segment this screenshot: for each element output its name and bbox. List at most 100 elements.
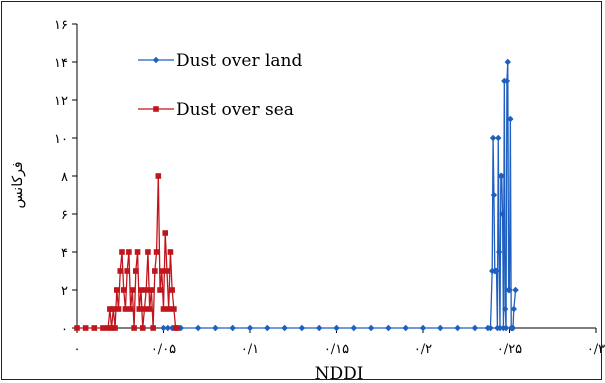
data-point — [152, 268, 158, 274]
data-point — [157, 287, 163, 293]
data-point — [171, 306, 177, 312]
data-point — [133, 268, 139, 274]
data-point — [122, 306, 129, 312]
data-point — [141, 306, 148, 312]
data-point — [165, 306, 172, 312]
data-point — [82, 325, 89, 331]
data-point — [498, 172, 505, 180]
data-point — [129, 287, 136, 293]
data-point — [143, 287, 149, 293]
data-point — [367, 324, 375, 332]
data-point — [127, 306, 134, 312]
data-point — [136, 306, 143, 312]
x-tick-label: ۰/۳ — [587, 342, 605, 357]
data-point — [153, 106, 159, 112]
data-point — [512, 286, 519, 294]
data-point — [164, 268, 170, 274]
legend-label: Dust over land — [176, 51, 302, 71]
data-point — [493, 267, 500, 275]
data-point — [437, 324, 444, 332]
data-point — [495, 134, 502, 142]
y-tick-label: ۶ — [61, 208, 68, 223]
data-point — [162, 230, 169, 236]
data-point — [160, 324, 167, 332]
legend-item: Dust over land — [138, 51, 302, 71]
data-point — [74, 325, 80, 331]
series-layer — [74, 58, 519, 332]
data-point — [212, 324, 219, 332]
legend-label: Dust over sea — [176, 100, 294, 120]
data-point — [113, 287, 120, 293]
series-diamond — [160, 58, 519, 332]
series-square — [74, 173, 181, 331]
data-point — [402, 324, 409, 332]
y-tick-label: ۴ — [61, 246, 68, 261]
data-point — [115, 306, 122, 312]
data-point — [281, 324, 288, 332]
x-tick-label: ۰ — [74, 342, 81, 357]
data-point — [229, 324, 236, 332]
data-point — [501, 305, 509, 313]
data-point — [148, 287, 155, 293]
data-point — [506, 286, 513, 294]
y-tick-label: ۱۶ — [54, 18, 68, 33]
data-point — [134, 249, 141, 255]
data-point — [385, 324, 392, 332]
data-point — [350, 324, 357, 332]
x-tick-label: ۰/۱۵ — [324, 342, 349, 357]
data-point — [471, 324, 479, 332]
x-tick-label: ۰/۲ — [414, 342, 432, 357]
x-tick-label: ۰/۱ — [241, 342, 259, 357]
y-tick-label: ۰ — [61, 322, 68, 337]
data-point — [174, 325, 181, 331]
y-tick-label: ۸ — [61, 170, 68, 185]
y-axis-label: فرکانس — [10, 161, 26, 208]
data-point — [131, 325, 137, 331]
data-point — [146, 306, 153, 312]
x-axis-label: NDDI — [315, 364, 364, 383]
data-point — [504, 58, 511, 66]
axes: ۰ ۲ ۴ ۶ ۸ ۱۰ ۱۲ ۱۴ ۱۶ ۰ ۰/۰۵ ۰/۱ ۰/۱۵ ۰/۲ ۰/۲۵ ۰/۳ — [54, 18, 605, 357]
data-point — [126, 249, 132, 255]
data-point — [155, 173, 162, 179]
data-point — [487, 324, 494, 332]
data-point — [489, 134, 497, 142]
legend-item: Dust over sea — [138, 100, 294, 120]
data-point — [119, 249, 125, 255]
data-point — [164, 324, 172, 332]
data-point — [152, 56, 160, 64]
data-point — [419, 324, 427, 332]
data-point — [139, 325, 146, 331]
data-point — [110, 306, 117, 312]
data-point — [91, 325, 98, 331]
data-point — [194, 324, 202, 332]
data-point — [145, 249, 151, 255]
data-point — [100, 325, 106, 331]
data-point — [169, 287, 175, 293]
data-point — [246, 324, 254, 332]
data-point — [503, 77, 511, 85]
data-point — [510, 305, 518, 313]
x-tick-label: ۰/۲۵ — [497, 342, 522, 357]
y-tick-label: ۱۰ — [54, 132, 68, 147]
data-point — [502, 324, 510, 332]
data-point — [138, 287, 144, 293]
data-point — [298, 324, 306, 332]
data-point — [495, 248, 503, 256]
data-point — [105, 325, 111, 331]
data-point — [507, 115, 514, 123]
data-point — [496, 324, 504, 332]
data-point — [112, 325, 118, 331]
x-tick-label: ۰/۰۵ — [151, 342, 176, 357]
data-point — [160, 306, 167, 312]
data-point — [107, 306, 113, 312]
y-tick-label: ۱۴ — [54, 56, 68, 71]
data-point — [333, 324, 340, 332]
data-point — [167, 249, 174, 255]
data-point — [499, 210, 506, 218]
data-point — [264, 324, 271, 332]
data-point — [153, 249, 160, 255]
data-point — [120, 287, 127, 293]
